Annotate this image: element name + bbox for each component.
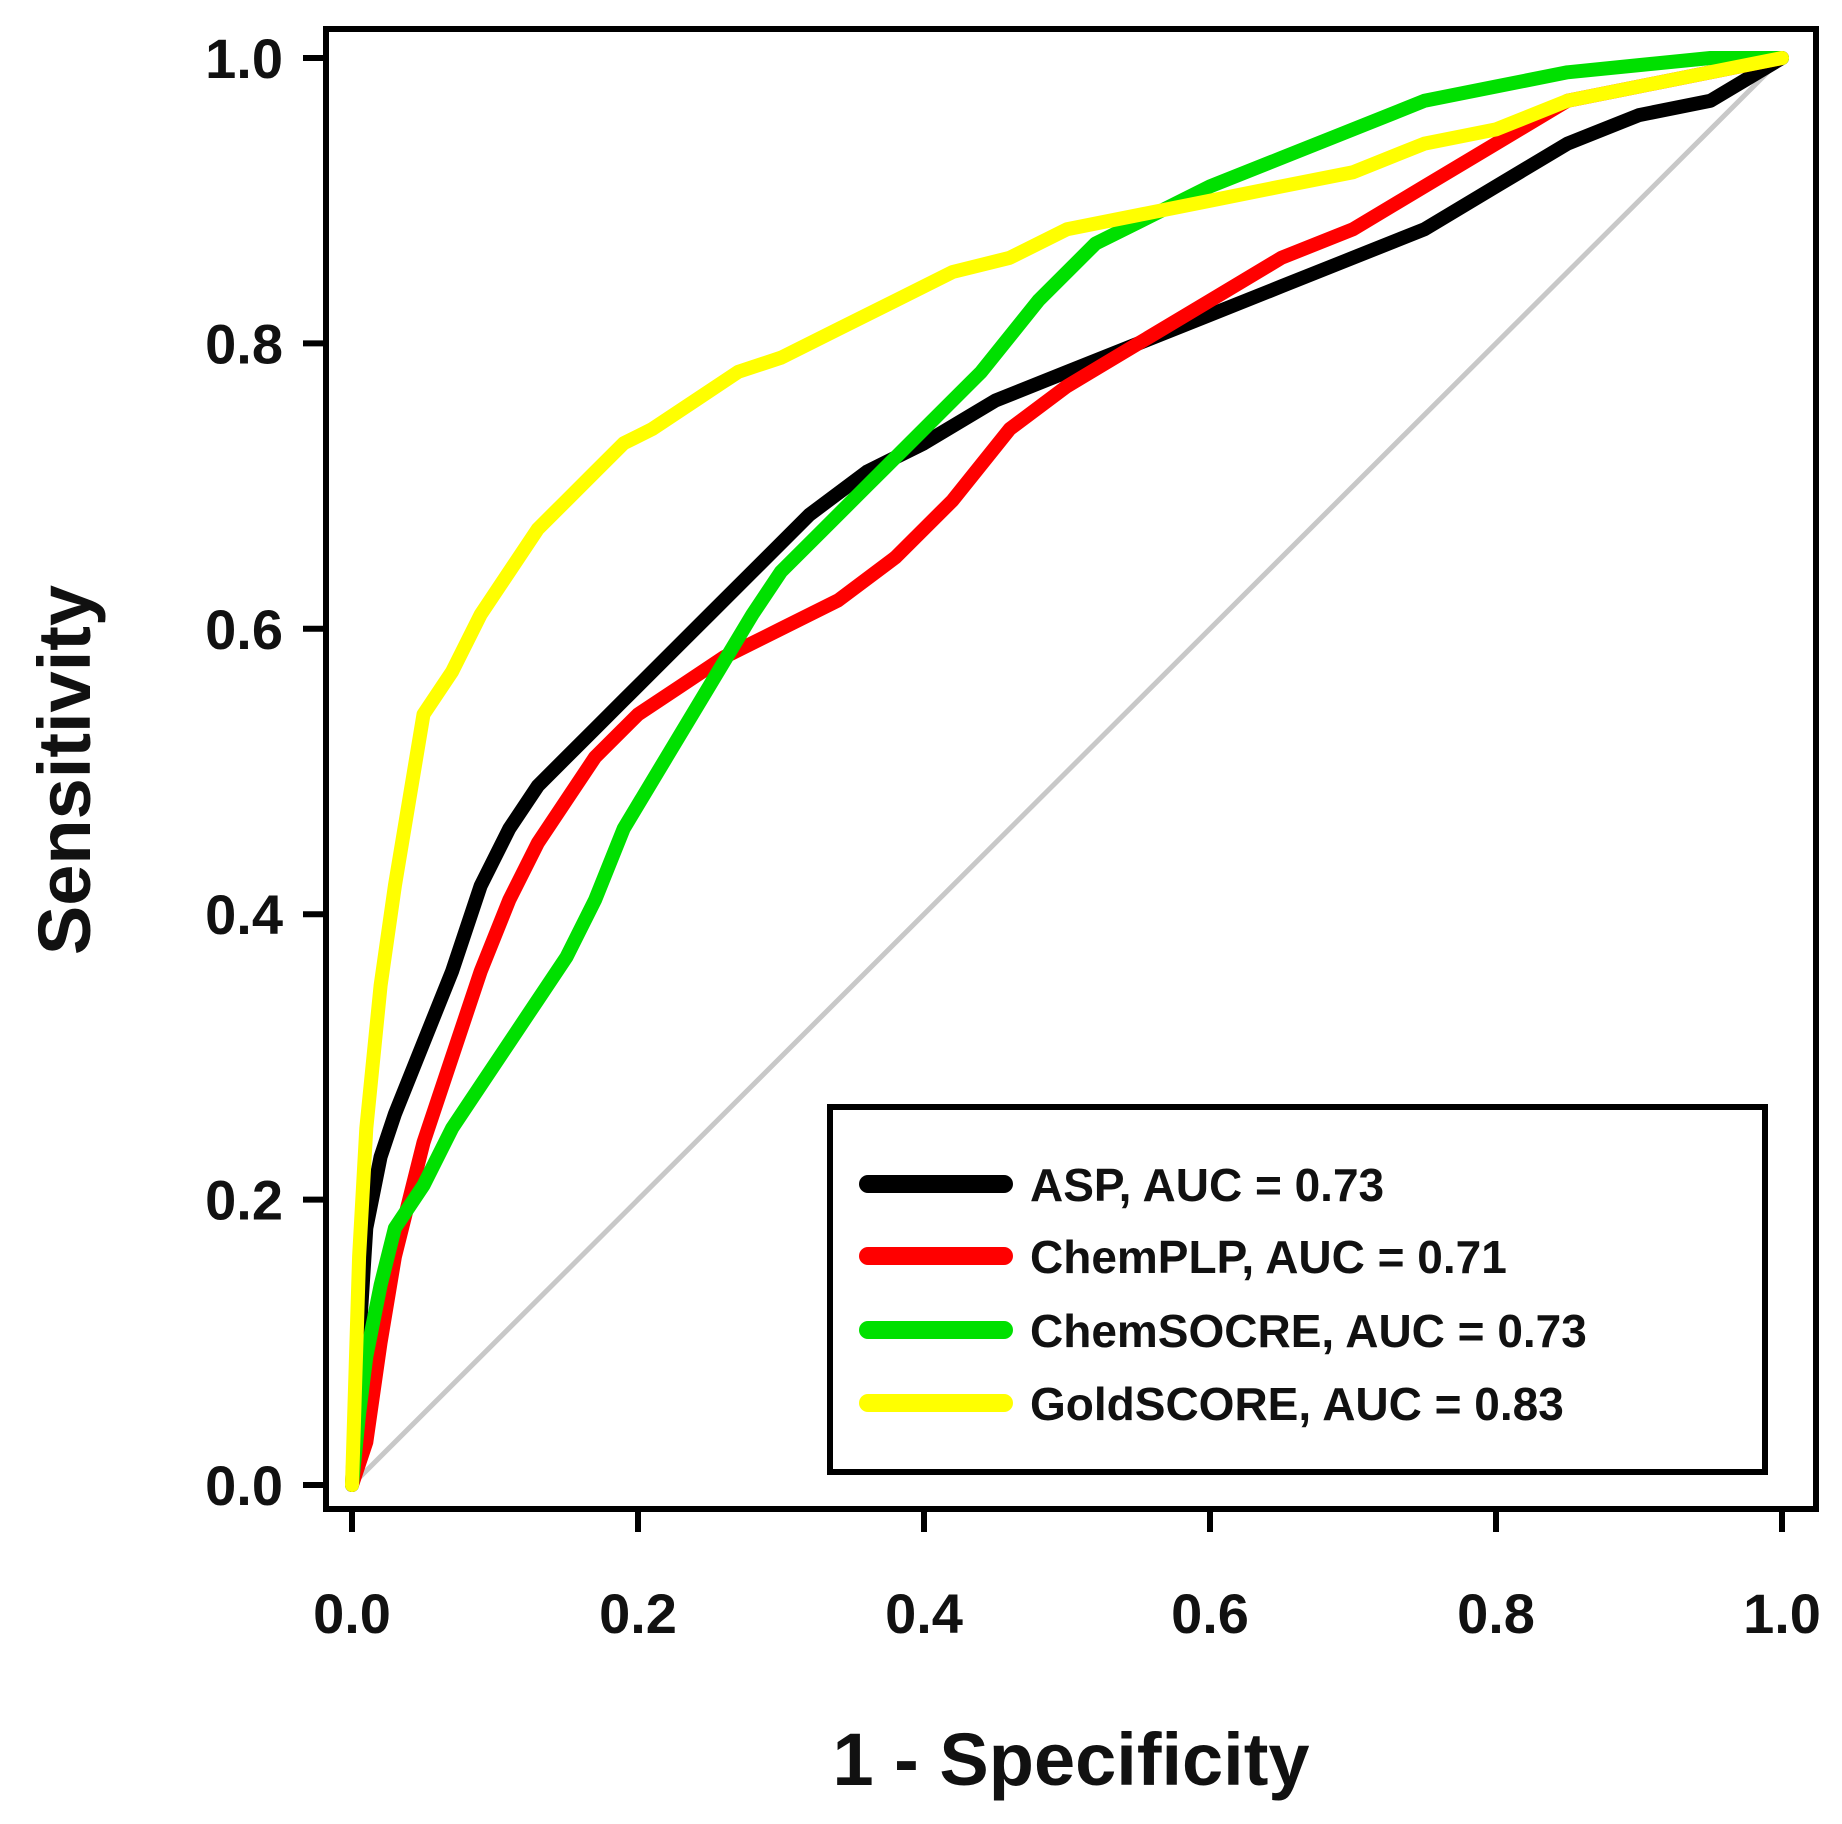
legend-label-goldscore: GoldSCORE, AUC = 0.83: [1030, 1378, 1564, 1430]
x-tick-label: 0.2: [599, 1582, 677, 1645]
axes-layer: 0.0 0.2 0.4 0.6 0.8 1.0 0.0 0.2 0.4 0.6 0.8 1.0: [205, 27, 1821, 1645]
y-tick-label: 0.2: [205, 1169, 283, 1232]
y-tick-label: 0.4: [205, 883, 283, 946]
y-tick-label: 1.0: [205, 27, 283, 90]
y-tick-label: 0.6: [205, 598, 283, 661]
series-layer: [345, 51, 1789, 1492]
legend-label-asp: ASP, AUC = 0.73: [1030, 1159, 1384, 1211]
series-line-chemsocre: [345, 51, 1789, 1492]
plot-frame: [323, 26, 1819, 1512]
x-tick-label: 0.8: [1457, 1582, 1535, 1645]
legend-label-chemsocre: ChemSOCRE, AUC = 0.73: [1030, 1305, 1587, 1357]
series-line-goldscore: [345, 51, 1789, 1492]
y-tick-label: 0.0: [205, 1454, 283, 1517]
y-tick-label: 0.8: [205, 312, 283, 375]
x-tick-label: 1.0: [1743, 1582, 1821, 1645]
x-tick-label: 0.4: [885, 1582, 963, 1645]
series-line-asp: [345, 51, 1789, 1492]
reference-diagonal: [350, 56, 1784, 1487]
reference-layer: [350, 56, 1784, 1487]
legend-label-chemplp: ChemPLP, AUC = 0.71: [1030, 1231, 1507, 1283]
x-tick-label: 0.6: [1171, 1582, 1249, 1645]
series-line-chemplp: [345, 51, 1789, 1492]
y-axis-title: Sensitivity: [23, 585, 106, 955]
x-axis-title: 1 - Specificity: [832, 1718, 1309, 1801]
legend: ASP, AUC = 0.73 ChemPLP, AUC = 0.71 Chem…: [827, 1104, 1768, 1475]
x-tick-label: 0.0: [313, 1582, 391, 1645]
